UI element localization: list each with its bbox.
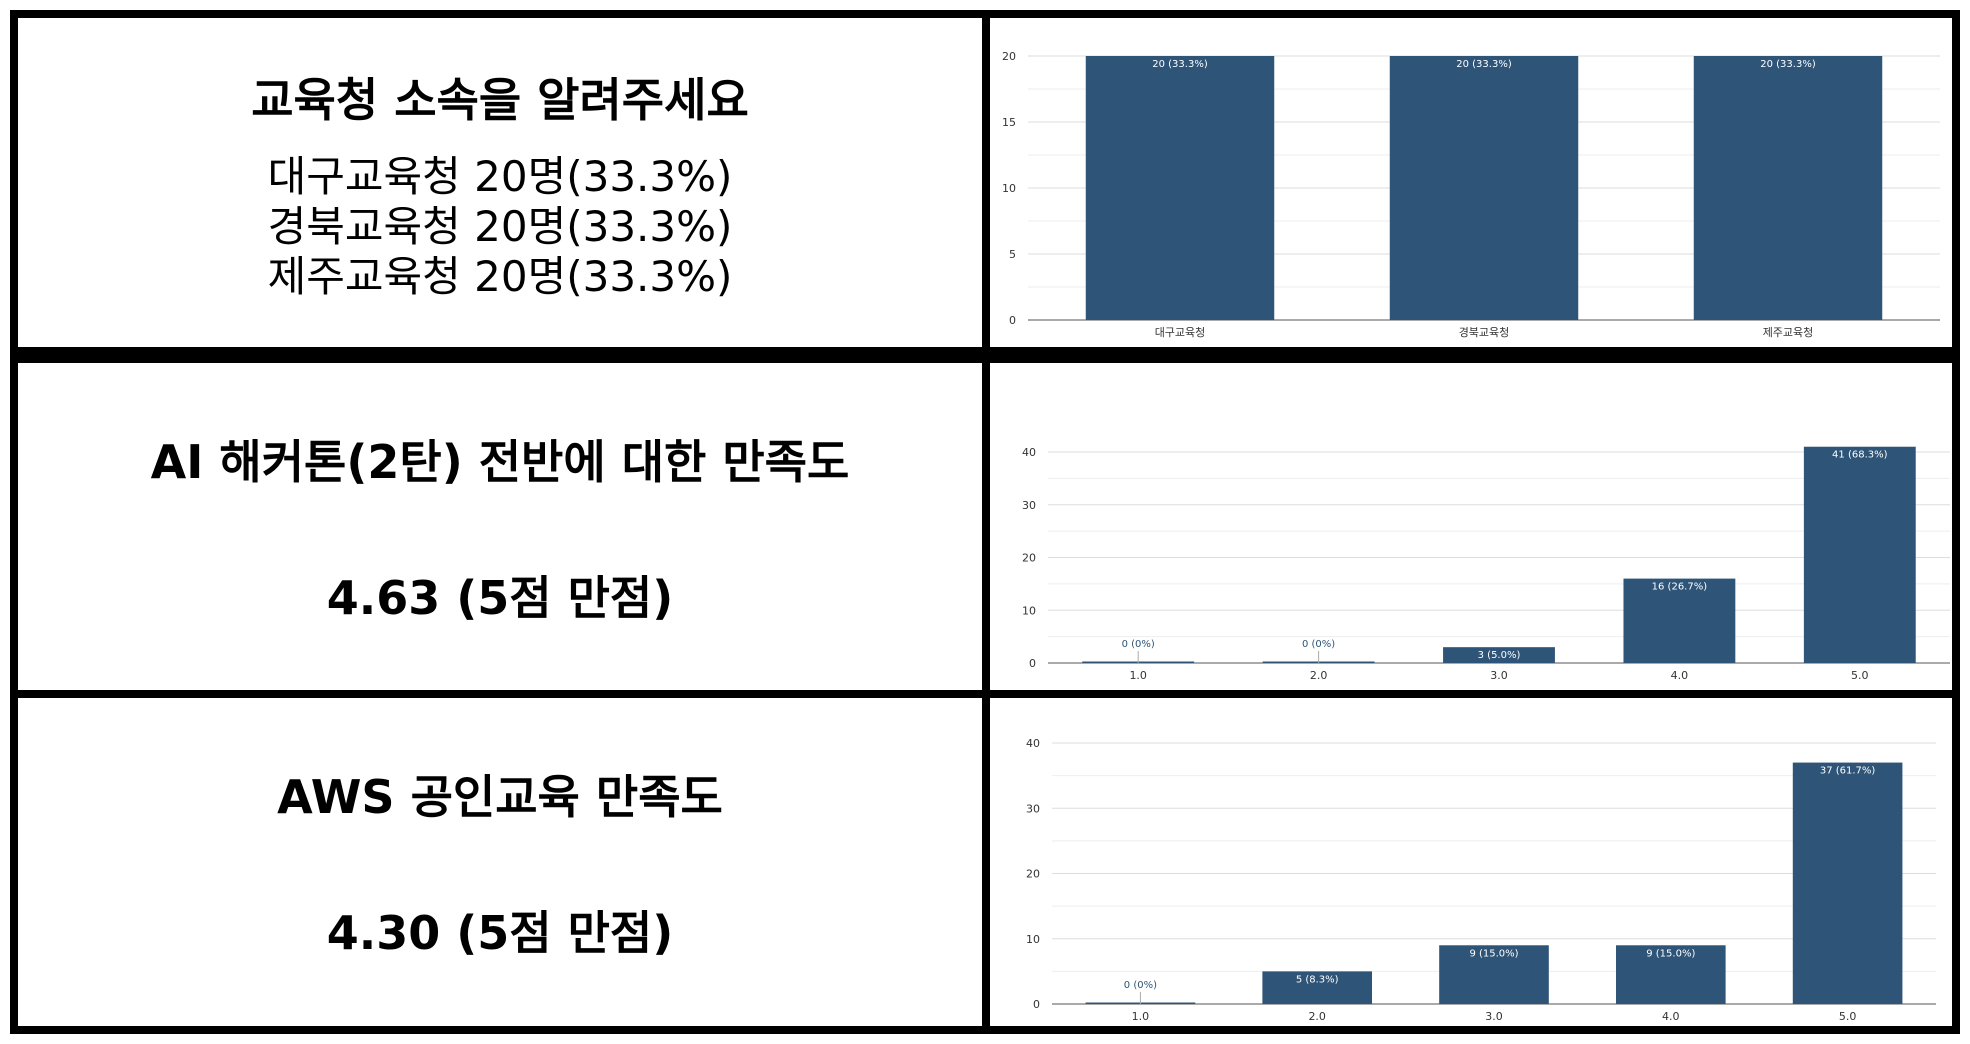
x-tick-label: 2.0 [1310, 669, 1328, 682]
chart-hackathon-satisfaction: 0 10 20 30 40 0 (0%) 1.0 0 (0%) 2.0 3 (5.0%) 3.0 16… [1022, 446, 1950, 682]
bar-4.0 [1615, 945, 1726, 1004]
y-tick-label: 40 [1022, 446, 1036, 459]
x-tick-label: 5.0 [1851, 669, 1869, 682]
x-tick-label: 대구교육청 [1155, 326, 1206, 339]
data-label: 0 (0%) [1122, 639, 1155, 650]
data-label: 20 (33.3%) [1456, 59, 1512, 70]
row1-title: 교육청 소속을 알려주세요 [251, 72, 749, 127]
row1-line-3: 제주교육청 20명(33.3%) [267, 251, 733, 301]
x-tick-label: 제주교육청 [1763, 326, 1814, 339]
y-tick-label: 15 [1002, 116, 1016, 129]
y-tick-label: 0 [1033, 998, 1040, 1011]
data-label: 0 (0%) [1124, 980, 1157, 991]
y-tick-label: 0 [1009, 314, 1016, 327]
row2-chart-panel: 0 10 20 30 40 0 (0%) 1.0 0 (0%) 2.0 3 (5.0%) 3.0 16… [982, 355, 1960, 698]
x-tick-label: 4.0 [1662, 1010, 1680, 1023]
row3-title: AWS 공인교육 만족도 [277, 770, 723, 824]
bar-대구교육청 [1085, 56, 1275, 320]
y-tick-label: 40 [1026, 737, 1040, 750]
x-tick-label: 2.0 [1308, 1010, 1326, 1023]
row3-text-panel: AWS 공인교육 만족도 4.30 (5점 만점) [10, 690, 990, 1034]
y-tick-label: 20 [1002, 50, 1016, 63]
y-tick-label: 20 [1026, 868, 1040, 881]
y-tick-label: 10 [1026, 933, 1040, 946]
x-tick-label: 5.0 [1839, 1010, 1857, 1023]
bar-3.0 [1439, 945, 1549, 1004]
bar-경북교육청 [1389, 56, 1579, 320]
row1-line-1: 대구교육청 20명(33.3%) [267, 151, 733, 201]
row3-score: 4.30 (5점 만점) [326, 906, 674, 960]
data-label: 5 (8.3%) [1296, 974, 1339, 985]
chart-region-distribution: 0 5 10 15 20 20 (33.3%) 대구교육청 20 (33.3%) 경북교육청 20… [1002, 50, 1940, 339]
data-label: 20 (33.3%) [1760, 59, 1816, 70]
y-tick-label: 30 [1026, 802, 1040, 815]
y-tick-label: 10 [1002, 182, 1016, 195]
chart-aws-satisfaction: 0 10 20 30 40 0 (0%) 1.0 5 (8.3%) 2.0 9 (15.0%) 3.… [1026, 737, 1936, 1023]
data-label: 9 (15.0%) [1469, 948, 1518, 959]
bar-3.0 [1443, 647, 1555, 663]
x-tick-label: 3.0 [1485, 1010, 1503, 1023]
x-tick-label: 1.0 [1132, 1010, 1150, 1023]
row3-chart-panel: 0 10 20 30 40 0 (0%) 1.0 5 (8.3%) 2.0 9 (15.0%) 3.… [982, 690, 1960, 1034]
bar-4.0 [1623, 578, 1736, 663]
bar-2.0 [1262, 971, 1373, 1004]
row1-text-panel: 교육청 소속을 알려주세요 대구교육청 20명(33.3%) 경북교육청 20명… [10, 10, 990, 355]
y-tick-label: 0 [1029, 657, 1036, 670]
bar-5.0 [1803, 446, 1916, 663]
x-tick-label: 4.0 [1671, 669, 1689, 682]
x-tick-label: 경북교육청 [1459, 326, 1510, 339]
row2-score: 4.63 (5점 만점) [326, 570, 674, 625]
bar-5.0 [1792, 762, 1903, 1004]
data-label: 16 (26.7%) [1652, 582, 1708, 593]
data-label: 20 (33.3%) [1152, 59, 1208, 70]
y-tick-label: 30 [1022, 499, 1036, 512]
x-tick-label: 1.0 [1129, 669, 1147, 682]
row1-chart-panel: 0 5 10 15 20 20 (33.3%) 대구교육청 20 (33.3%) 경북교육청 20… [982, 10, 1960, 355]
y-tick-label: 5 [1009, 248, 1016, 261]
data-label: 9 (15.0%) [1646, 948, 1695, 959]
data-label: 37 (61.7%) [1820, 766, 1876, 777]
row2-title: AI 해커톤(2탄) 전반에 대한 만족도 [150, 434, 850, 489]
x-tick-label: 3.0 [1490, 669, 1508, 682]
y-tick-label: 20 [1022, 552, 1036, 565]
y-tick-label: 10 [1022, 604, 1036, 617]
data-label: 0 (0%) [1302, 639, 1335, 650]
row2-text-panel: AI 해커톤(2탄) 전반에 대한 만족도 4.63 (5점 만점) [10, 355, 990, 698]
bar-제주교육청 [1693, 56, 1883, 320]
data-label: 41 (68.3%) [1832, 450, 1888, 461]
row1-line-2: 경북교육청 20명(33.3%) [267, 201, 733, 251]
data-label: 3 (5.0%) [1478, 650, 1521, 661]
